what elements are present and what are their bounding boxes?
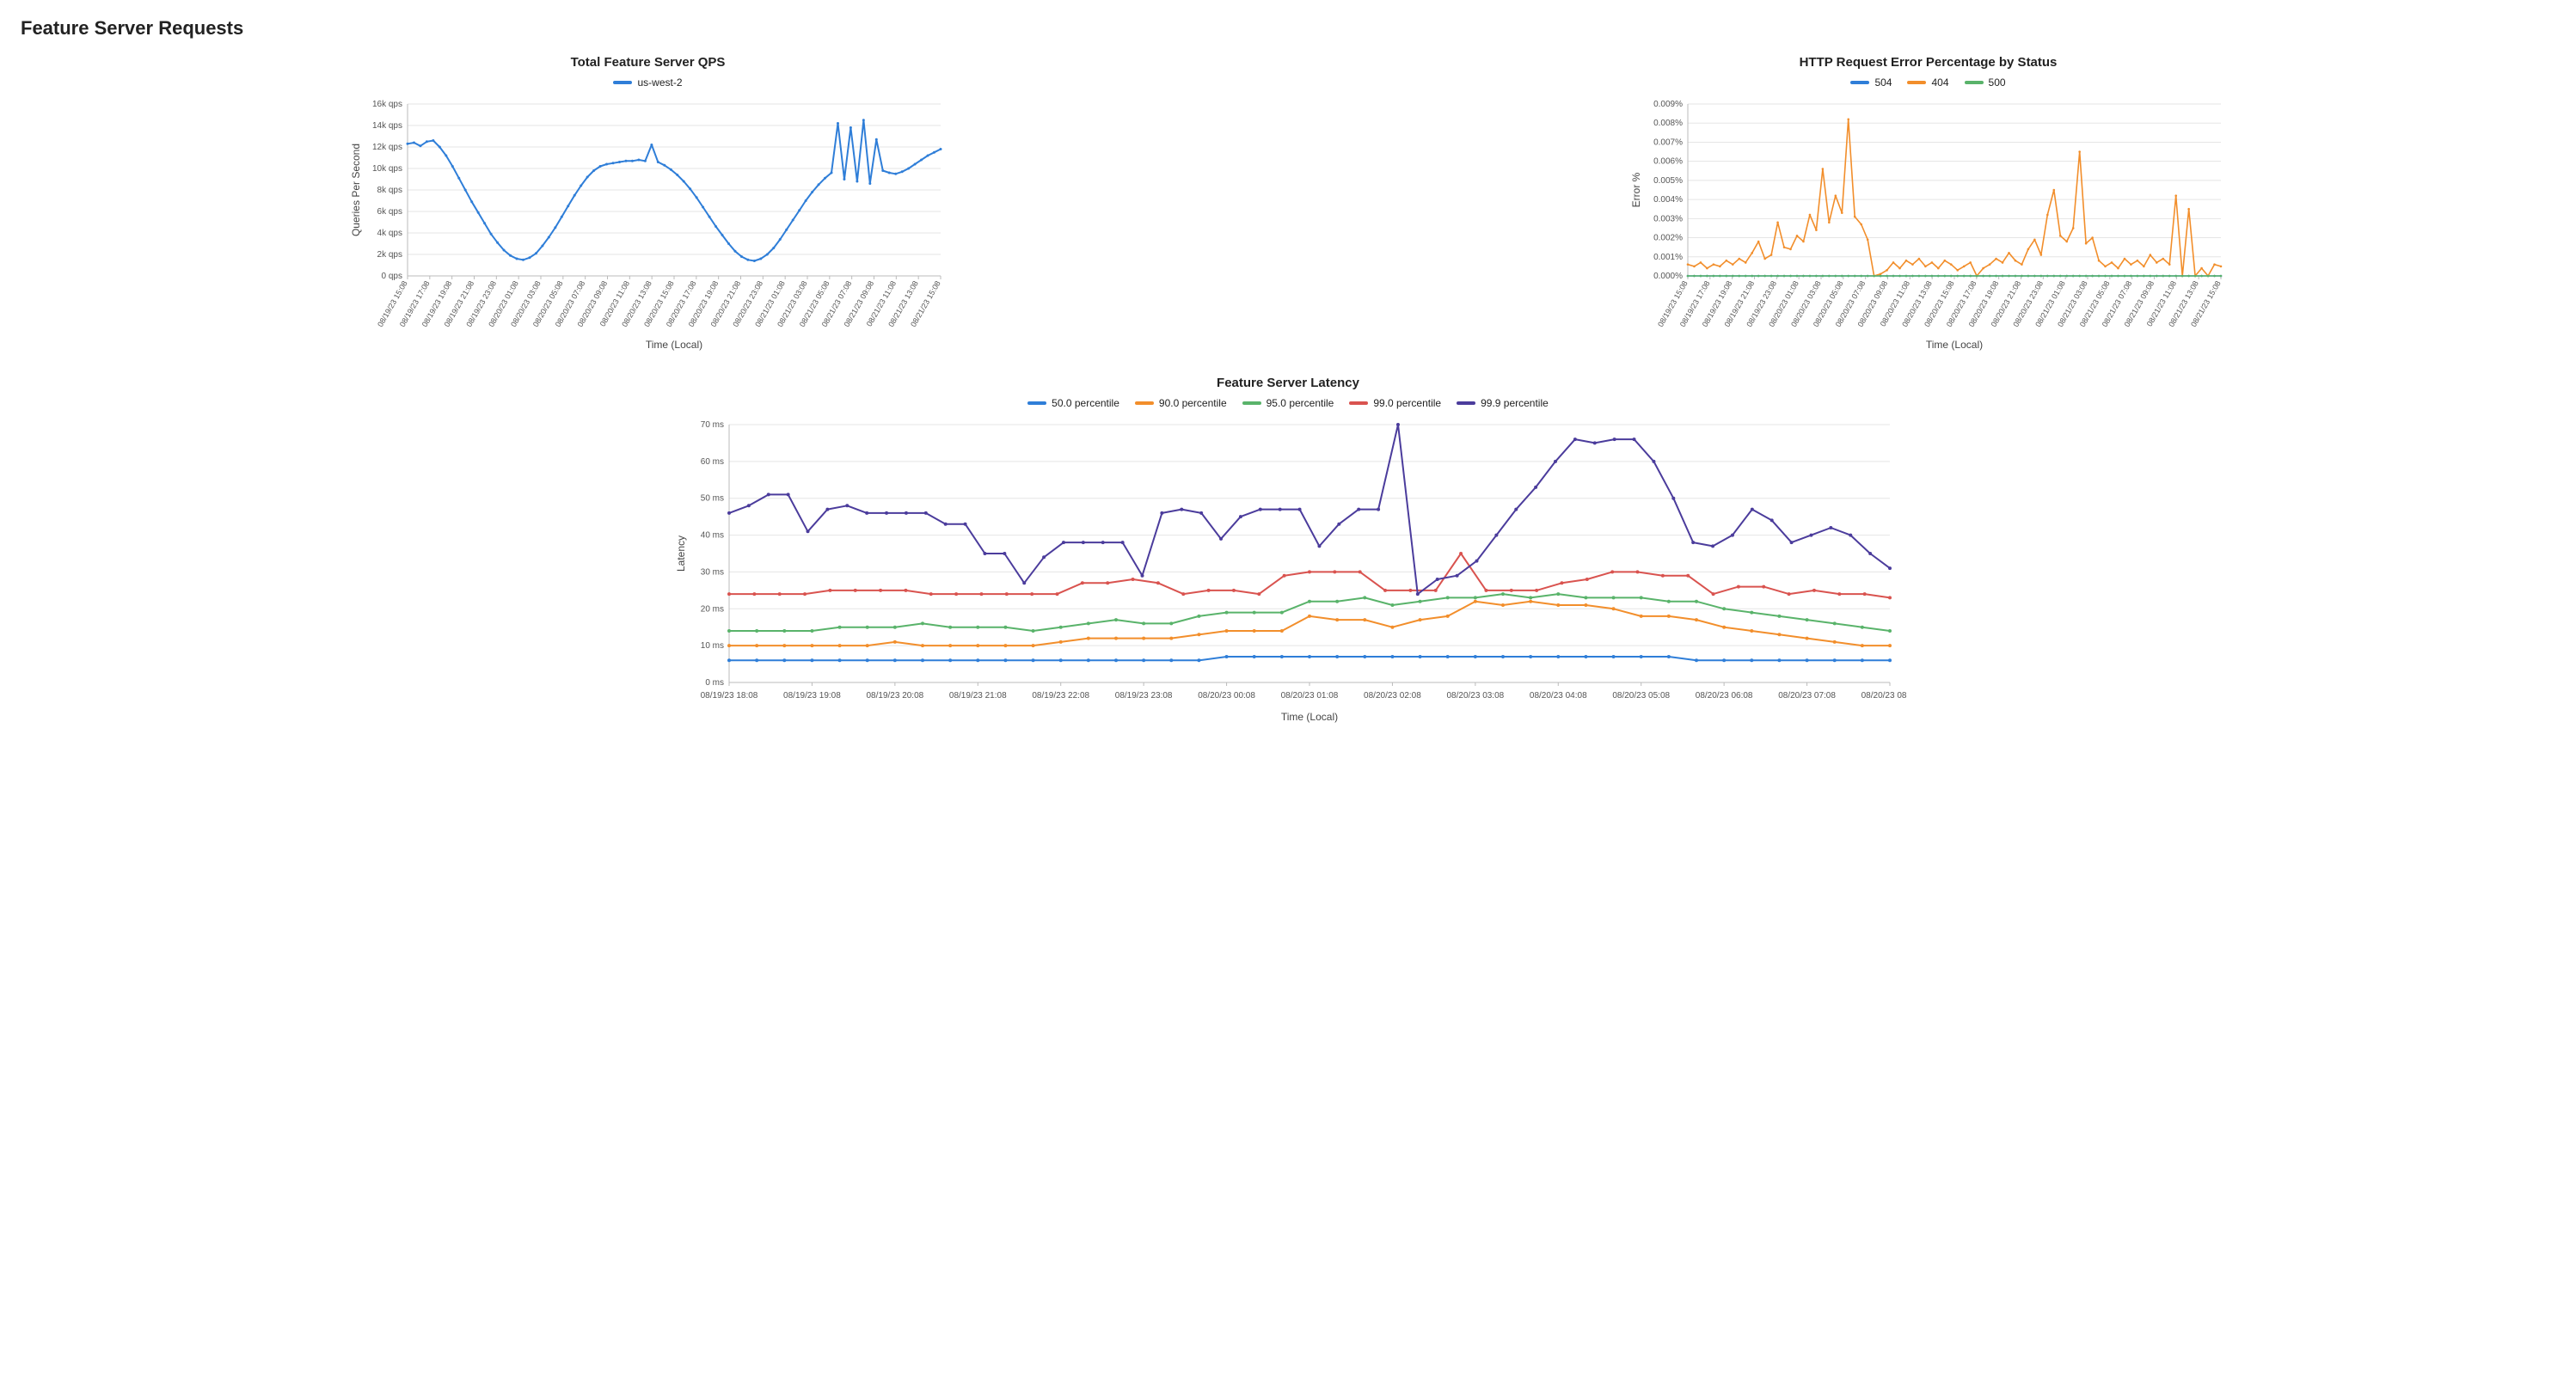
latency-panel: Feature Server Latency 50.0 percentile 90…	[21, 376, 2555, 725]
svg-text:Latency: Latency	[675, 535, 687, 572]
svg-text:08/20/23 03:08: 08/20/23 03:08	[1446, 691, 1504, 701]
legend-label: us-west-2	[637, 76, 682, 89]
legend-swatch	[1907, 81, 1926, 84]
legend-item[interactable]: 504	[1850, 76, 1892, 89]
error-legend: 504 404 500	[1850, 76, 2005, 89]
legend-label: 95.0 percentile	[1267, 397, 1334, 409]
legend-swatch	[1349, 401, 1368, 405]
legend-swatch	[1965, 81, 1984, 84]
qps-chart: 0 qps 2k qps 4k qps 6k qps 8k qps 10k qps 12k …	[347, 95, 949, 353]
legend-label: 90.0 percentile	[1159, 397, 1227, 409]
svg-text:08/20/23 06:08: 08/20/23 06:08	[1696, 691, 1753, 701]
svg-text:Time (Local): Time (Local)	[645, 339, 702, 351]
svg-text:0.004%: 0.004%	[1653, 195, 1683, 205]
svg-text:Time (Local): Time (Local)	[1281, 711, 1338, 723]
svg-text:0.000%: 0.000%	[1653, 272, 1683, 281]
latency-title: Feature Server Latency	[1217, 376, 1359, 390]
svg-text:Error %: Error %	[1630, 172, 1642, 207]
legend-swatch	[1242, 401, 1261, 405]
svg-text:08/20/23 08:08: 08/20/23 08:08	[1861, 691, 1907, 701]
legend-label: 99.0 percentile	[1373, 397, 1441, 409]
svg-text:0.001%: 0.001%	[1653, 253, 1683, 262]
svg-text:10k qps: 10k qps	[371, 164, 402, 174]
svg-text:08/19/23 23:08: 08/19/23 23:08	[1115, 691, 1173, 701]
svg-text:0.005%: 0.005%	[1653, 176, 1683, 186]
qps-panel: Total Feature Server QPS us-west-2 0 qps…	[21, 55, 1275, 353]
legend-label: 99.9 percentile	[1481, 397, 1549, 409]
svg-text:Queries Per Second: Queries Per Second	[350, 144, 362, 236]
svg-text:0.002%: 0.002%	[1653, 234, 1683, 243]
svg-text:2k qps: 2k qps	[377, 250, 402, 260]
svg-text:70 ms: 70 ms	[701, 420, 724, 430]
svg-text:0.009%: 0.009%	[1653, 100, 1683, 109]
svg-text:50 ms: 50 ms	[701, 494, 724, 504]
svg-text:0.007%: 0.007%	[1653, 138, 1683, 147]
legend-item[interactable]: 99.0 percentile	[1349, 397, 1441, 409]
legend-item[interactable]: 50.0 percentile	[1027, 397, 1119, 409]
svg-text:30 ms: 30 ms	[701, 567, 724, 577]
legend-item[interactable]: us-west-2	[613, 76, 682, 89]
legend-label: 404	[1931, 76, 1948, 89]
legend-label: 504	[1874, 76, 1892, 89]
svg-text:08/20/23 01:08: 08/20/23 01:08	[1281, 691, 1339, 701]
latency-chart: 0 ms 10 ms 20 ms 30 ms 40 ms 50 ms 60 ms 70 ms 0…	[669, 416, 1907, 725]
svg-text:08/19/23 22:08: 08/19/23 22:08	[1032, 691, 1089, 701]
page-title: Feature Server Requests	[21, 17, 2555, 40]
top-row: Total Feature Server QPS us-west-2 0 qps…	[21, 55, 2555, 353]
svg-text:8k qps: 8k qps	[377, 186, 402, 195]
svg-text:08/20/23 04:08: 08/20/23 04:08	[1530, 691, 1587, 701]
legend-swatch	[1135, 401, 1154, 405]
svg-text:08/19/23 20:08: 08/19/23 20:08	[866, 691, 923, 701]
error-title: HTTP Request Error Percentage by Status	[1800, 55, 2058, 70]
svg-text:12k qps: 12k qps	[371, 143, 402, 152]
legend-label: 500	[1989, 76, 2006, 89]
qps-legend: us-west-2	[613, 76, 682, 89]
legend-item[interactable]: 90.0 percentile	[1135, 397, 1227, 409]
legend-swatch	[1027, 401, 1046, 405]
svg-text:08/20/23 05:08: 08/20/23 05:08	[1612, 691, 1670, 701]
svg-text:60 ms: 60 ms	[701, 457, 724, 467]
legend-label: 50.0 percentile	[1052, 397, 1119, 409]
svg-text:08/19/23 18:08: 08/19/23 18:08	[701, 691, 758, 701]
svg-text:16k qps: 16k qps	[371, 100, 402, 109]
legend-item[interactable]: 500	[1965, 76, 2006, 89]
svg-text:4k qps: 4k qps	[377, 229, 402, 238]
qps-title: Total Feature Server QPS	[571, 55, 726, 70]
svg-text:08/20/23 00:08: 08/20/23 00:08	[1198, 691, 1255, 701]
svg-text:0 qps: 0 qps	[381, 272, 402, 281]
latency-legend: 50.0 percentile 90.0 percentile 95.0 perce…	[1027, 397, 1549, 409]
svg-text:40 ms: 40 ms	[701, 531, 724, 541]
svg-text:0 ms: 0 ms	[705, 678, 724, 688]
svg-text:08/20/23 02:08: 08/20/23 02:08	[1364, 691, 1421, 701]
svg-text:20 ms: 20 ms	[701, 604, 724, 614]
error-panel: HTTP Request Error Percentage by Status …	[1301, 55, 2555, 353]
svg-text:0.006%: 0.006%	[1653, 157, 1683, 167]
svg-text:0.008%: 0.008%	[1653, 119, 1683, 128]
legend-swatch	[1850, 81, 1869, 84]
svg-text:08/19/23 21:08: 08/19/23 21:08	[949, 691, 1007, 701]
svg-text:14k qps: 14k qps	[371, 121, 402, 131]
svg-text:Time (Local): Time (Local)	[1925, 339, 1982, 351]
legend-item[interactable]: 99.9 percentile	[1457, 397, 1549, 409]
svg-text:10 ms: 10 ms	[701, 641, 724, 651]
legend-item[interactable]: 404	[1907, 76, 1948, 89]
error-chart: 0.000% 0.001% 0.002% 0.003% 0.004% 0.005% 0.00…	[1628, 95, 2229, 353]
svg-text:6k qps: 6k qps	[377, 207, 402, 217]
legend-swatch	[613, 81, 632, 84]
svg-text:0.003%: 0.003%	[1653, 214, 1683, 223]
svg-text:08/20/23 07:08: 08/20/23 07:08	[1778, 691, 1836, 701]
legend-item[interactable]: 95.0 percentile	[1242, 397, 1334, 409]
svg-text:08/19/23 19:08: 08/19/23 19:08	[783, 691, 841, 701]
legend-swatch	[1457, 401, 1475, 405]
